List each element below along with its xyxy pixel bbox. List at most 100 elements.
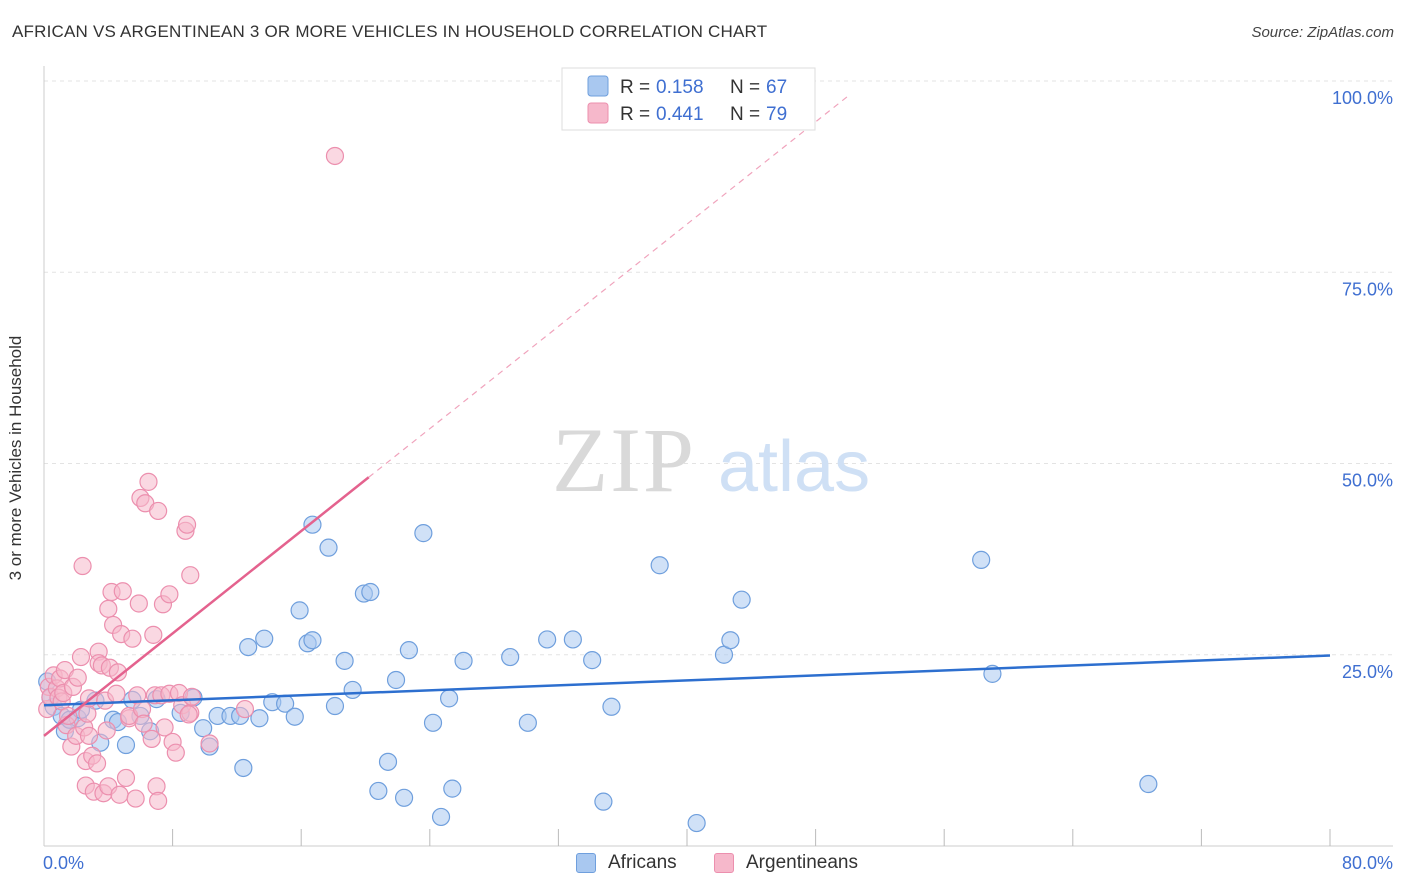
data-point [290, 601, 309, 620]
data-point [166, 743, 185, 762]
data-point [181, 566, 200, 585]
data-point [239, 637, 258, 657]
legend-r-value-africans: 0.158 [656, 77, 704, 98]
data-point [149, 501, 168, 521]
y-tick-label: 50.0% [1342, 471, 1393, 491]
data-point [194, 719, 213, 738]
trend-line-argentineans-extrapolated [368, 95, 849, 478]
data-point [343, 680, 362, 700]
data-point [423, 713, 443, 732]
data-point [361, 582, 380, 602]
data-point [108, 663, 128, 682]
data-point [303, 515, 322, 534]
data-point [160, 585, 179, 604]
data-point [518, 713, 537, 732]
trend-lines [43, 95, 1331, 737]
data-point [325, 696, 345, 716]
legend-r-label-argentineans: R = [620, 104, 650, 125]
data-point [182, 687, 201, 706]
x-tick-label-min: 0.0% [43, 853, 84, 873]
data-point [439, 689, 459, 708]
data-point [1139, 774, 1158, 794]
legend-item-africans[interactable]: Africans [576, 852, 677, 874]
trend-line-argentineans [43, 476, 370, 737]
data-point [972, 550, 991, 569]
stats-legend: R = 0.158 N = 67 R = 0.441 N = 79 [561, 67, 816, 131]
data-point [97, 721, 116, 740]
data-point [71, 647, 91, 667]
data-point [431, 807, 451, 827]
grid-lines [44, 80, 1393, 656]
data-point [399, 641, 419, 660]
data-point [732, 590, 751, 609]
data-point [78, 704, 97, 723]
data-point [378, 752, 398, 771]
data-point [123, 629, 142, 648]
data-point [650, 556, 669, 575]
watermark-zip: ZIP [552, 409, 696, 511]
legend-label-argentineans: Argentineans [746, 852, 858, 873]
watermark-atlas: atlas [718, 427, 870, 507]
data-point [602, 697, 621, 716]
legend-r-label-africans: R = [620, 77, 650, 98]
data-point [73, 556, 92, 576]
data-point [538, 630, 557, 649]
data-point [721, 631, 740, 650]
legend-n-value-africans: 67 [766, 77, 787, 98]
data-point [443, 779, 462, 798]
data-point [250, 709, 269, 728]
data-point [394, 788, 414, 807]
data-point [149, 791, 168, 810]
legend-n-label-africans: N = [730, 77, 760, 98]
data-point [325, 146, 345, 166]
data-point [68, 668, 87, 687]
data-point [583, 651, 602, 670]
x-tick-labels: 0.0% 80.0% [43, 853, 1393, 873]
source-label: Source: ZipAtlas.com [1251, 24, 1394, 41]
y-tick-label: 25.0% [1342, 662, 1393, 682]
data-point [116, 735, 136, 755]
data-point [139, 472, 158, 491]
watermark: ZIP atlas [552, 409, 870, 511]
data-point [126, 789, 145, 808]
data-point [129, 594, 148, 613]
africans-points [38, 515, 1158, 833]
data-point [235, 699, 255, 719]
legend-r-value-argentineans: 0.441 [656, 104, 704, 125]
data-point [285, 707, 304, 726]
legend-n-label-argentineans: N = [730, 104, 760, 125]
chart-title: AFRICAN VS ARGENTINEAN 3 OR MORE VEHICLE… [12, 22, 768, 41]
data-point [319, 538, 338, 557]
data-point [454, 651, 473, 670]
data-point [177, 515, 197, 534]
series-legend: Africans Argentineans [0, 852, 1406, 878]
legend-n-value-argentineans: 79 [766, 104, 787, 125]
x-tick-label-max: 80.0% [1342, 853, 1393, 873]
data-point [134, 714, 153, 733]
data-point [87, 754, 107, 773]
africans-swatch [576, 853, 596, 873]
data-point [303, 631, 322, 650]
data-point [687, 813, 706, 833]
data-point [414, 524, 433, 543]
trend-line-africans [43, 654, 1331, 707]
data-point [107, 684, 126, 703]
data-point [79, 726, 99, 745]
data-point [110, 785, 129, 804]
data-point [563, 630, 582, 649]
data-point [386, 670, 406, 690]
legend-swatch-africans [587, 75, 609, 97]
data-point [113, 582, 132, 601]
data-point [594, 792, 613, 811]
data-point [144, 625, 163, 644]
data-point [335, 651, 354, 670]
data-point [179, 705, 198, 724]
data-point [369, 781, 388, 801]
data-point [116, 768, 136, 788]
data-point [200, 734, 219, 753]
data-point [99, 599, 118, 618]
legend-label-africans: Africans [608, 852, 677, 873]
data-point [155, 718, 174, 737]
legend-item-argentineans[interactable]: Argentineans [714, 852, 858, 874]
